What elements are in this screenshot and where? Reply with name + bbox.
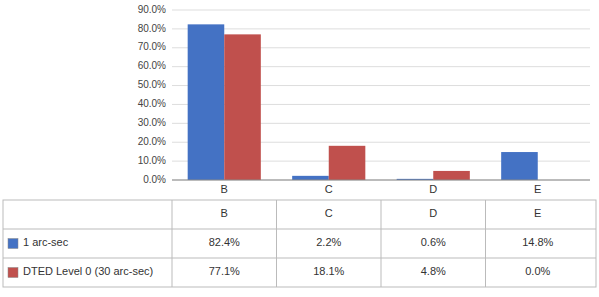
legend-swatch <box>8 239 18 249</box>
bar <box>224 34 261 180</box>
grid-line <box>172 180 590 181</box>
table-header: E <box>534 207 541 219</box>
table-border <box>3 200 596 287</box>
bar <box>292 176 329 180</box>
table-row-line <box>3 258 596 259</box>
table-value: 0.6% <box>421 236 446 248</box>
y-tick-label: 50.0% <box>138 79 166 90</box>
y-tick-label: 30.0% <box>138 117 166 128</box>
table-col-line <box>381 200 382 287</box>
table-col-line <box>276 200 277 287</box>
grid <box>172 10 590 180</box>
x-axis-line <box>172 180 590 181</box>
table-value: 77.1% <box>209 265 240 277</box>
table-value: 18.1% <box>313 265 344 277</box>
y-tick-label: 20.0% <box>138 136 166 147</box>
table-header: B <box>221 207 228 219</box>
bar <box>433 171 470 180</box>
y-tick-label: 10.0% <box>138 155 166 166</box>
y-tick-label: 80.0% <box>138 23 166 34</box>
table-col-line <box>485 200 486 287</box>
legend-swatch <box>8 268 18 278</box>
y-tick-label: 40.0% <box>138 98 166 109</box>
table-row-line <box>3 229 596 230</box>
grid-line <box>172 10 590 11</box>
x-tick-label: C <box>325 183 333 195</box>
x-tick-label: B <box>221 183 228 195</box>
bars <box>188 24 538 180</box>
table-header: D <box>429 207 437 219</box>
table-value: 4.8% <box>421 265 446 277</box>
table-header: C <box>325 207 333 219</box>
x-tick-label: E <box>534 183 541 195</box>
x-tick-label: D <box>429 183 437 195</box>
y-tick-label: 0.0% <box>143 174 166 185</box>
table-value: 82.4% <box>209 236 240 248</box>
table-col-line <box>172 200 173 287</box>
table-value: 0.0% <box>525 265 550 277</box>
y-tick-label: 70.0% <box>138 41 166 52</box>
bar <box>188 24 225 180</box>
grid-line <box>172 28 590 29</box>
table-value: 2.2% <box>316 236 341 248</box>
bar <box>501 152 538 180</box>
y-tick-label: 90.0% <box>138 4 166 15</box>
chart: 0.0% 10.0% 20.0% 30.0% 40.0% 50.0% 60.0% 70.0% 8… <box>0 0 599 297</box>
legend-label: 1 arc-sec <box>23 236 69 248</box>
table-value: 14.8% <box>522 236 553 248</box>
data-table: B C D E 1 arc-sec 82.4% 2.2% 0.6% 14.8% DTED Leve… <box>3 200 596 287</box>
y-tick-label: 60.0% <box>138 60 166 71</box>
bar <box>329 146 366 180</box>
legend-label: DTED Level 0 (30 arc-sec) <box>23 265 153 277</box>
